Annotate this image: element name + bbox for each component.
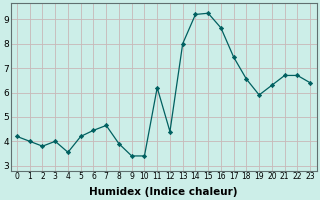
X-axis label: Humidex (Indice chaleur): Humidex (Indice chaleur): [89, 187, 238, 197]
